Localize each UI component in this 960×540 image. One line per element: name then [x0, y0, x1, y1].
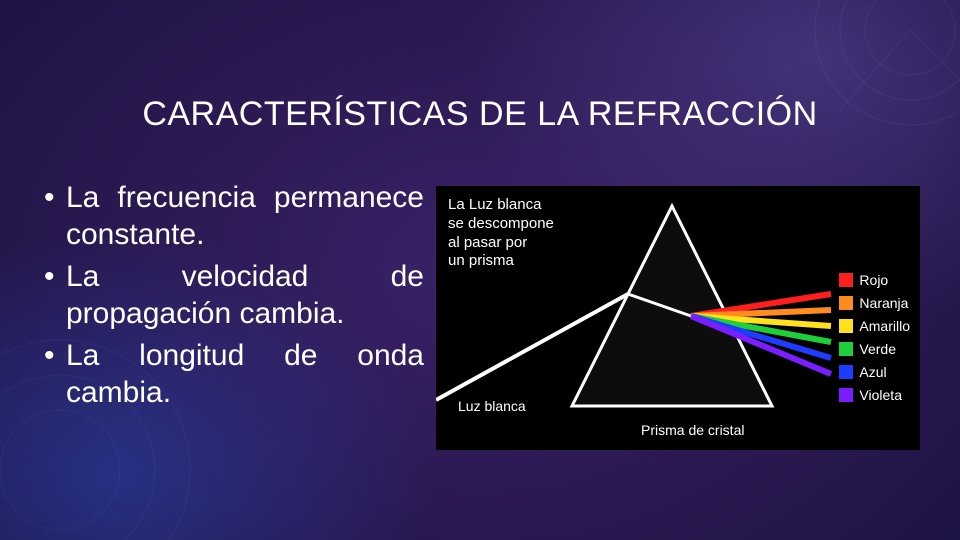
slide: CARACTERÍSTICAS DE LA REFRACCIÓN La frec…	[0, 0, 960, 540]
legend-label: Azul	[859, 364, 886, 380]
legend-label: Rojo	[859, 272, 888, 288]
legend-swatch	[839, 365, 853, 379]
legend-label: Naranja	[859, 295, 908, 311]
bullet-item: La velocidad de propagación cambia.	[44, 259, 424, 332]
legend-row: Naranja	[839, 295, 910, 311]
legend-swatch	[839, 388, 853, 402]
bullet-content: La frecuencia permanece constante. La ve…	[44, 180, 424, 418]
legend-label: Amarillo	[859, 318, 910, 334]
bullet-item: La longitud de onda cambia.	[44, 338, 424, 411]
legend-swatch	[839, 342, 853, 356]
legend-row: Rojo	[839, 272, 910, 288]
prism-label: Prisma de cristal	[641, 422, 744, 438]
incident-ray-label: Luz blanca	[458, 398, 526, 414]
legend-swatch	[839, 319, 853, 333]
prism-figure: La Luz blanca se descompone al pasar por…	[436, 186, 920, 450]
legend-swatch	[839, 273, 853, 287]
legend-row: Violeta	[839, 387, 910, 403]
bullet-item: La frecuencia permanece constante.	[44, 180, 424, 253]
spectrum-legend: Rojo Naranja Amarillo Verde Azul Violeta	[839, 272, 910, 403]
legend-row: Azul	[839, 364, 910, 380]
bullet-list: La frecuencia permanece constante. La ve…	[44, 180, 424, 412]
legend-row: Verde	[839, 341, 910, 357]
legend-label: Verde	[859, 341, 896, 357]
slide-title: CARACTERÍSTICAS DE LA REFRACCIÓN	[0, 95, 960, 134]
legend-row: Amarillo	[839, 318, 910, 334]
legend-swatch	[839, 296, 853, 310]
legend-label: Violeta	[859, 387, 902, 403]
